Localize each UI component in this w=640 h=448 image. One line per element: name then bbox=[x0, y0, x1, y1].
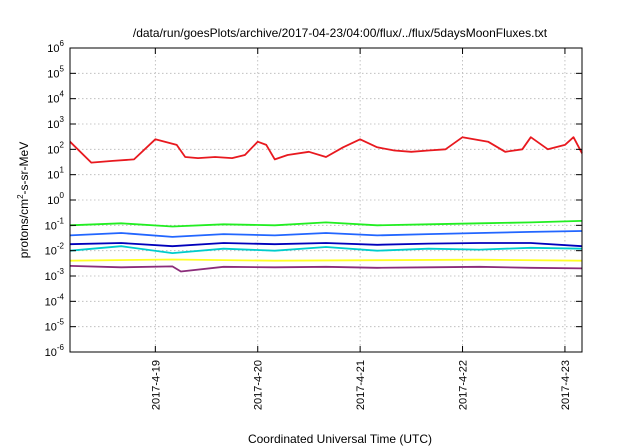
x-tick-label: 2017-4-21 bbox=[355, 360, 367, 410]
x-tick-label: 2017-4-23 bbox=[560, 360, 572, 410]
y-tick-labels: 10-6 10-5 10-4 10-3 10-2 10-1 100 101 102 103 104 1… bbox=[45, 39, 65, 359]
series-layer bbox=[69, 136, 583, 273]
y-tick-label: 10-5 bbox=[45, 318, 65, 334]
y-tick-label: 102 bbox=[47, 140, 64, 156]
chart-title: /data/run/goesPlots/archive/2017-04-23/0… bbox=[133, 26, 548, 40]
series-line bbox=[69, 230, 583, 238]
y-axis-label-rest: -s-sr-MeV bbox=[17, 142, 31, 195]
x-tick-label: 2017-4-19 bbox=[150, 360, 162, 410]
grid-lines bbox=[70, 48, 582, 352]
x-axis-label: Coordinated Universal Time (UTC) bbox=[248, 432, 432, 446]
y-tick-label: 104 bbox=[47, 90, 64, 106]
y-tick-label: 10-3 bbox=[45, 267, 65, 283]
y-tick-label: 10-2 bbox=[45, 242, 65, 258]
series-line bbox=[69, 245, 583, 255]
axis-ticks bbox=[70, 47, 582, 353]
series-line bbox=[69, 242, 583, 248]
y-tick-label: 10-4 bbox=[45, 292, 65, 308]
series-line bbox=[69, 220, 583, 228]
y-tick-label: 103 bbox=[47, 115, 64, 131]
y-axis-label: protons/cm2-s-sr-MeV bbox=[16, 142, 31, 258]
y-axis-label-sup: 2 bbox=[16, 194, 25, 199]
y-tick-label: 10-6 bbox=[45, 343, 65, 359]
series-line bbox=[69, 136, 583, 164]
x-tick-labels: 2017-4-19 2017-4-20 2017-4-21 2017-4-22 2017… bbox=[150, 360, 572, 410]
x-tick-label: 2017-4-20 bbox=[253, 360, 265, 410]
y-tick-label: 106 bbox=[47, 39, 64, 55]
y-tick-label: 105 bbox=[47, 64, 64, 80]
y-tick-label: 100 bbox=[47, 191, 64, 207]
y-tick-label: 10-1 bbox=[45, 216, 65, 232]
y-axis-label-main: protons/cm bbox=[17, 199, 31, 258]
x-tick-label: 2017-4-22 bbox=[458, 360, 470, 410]
series-line bbox=[69, 265, 583, 273]
series-line bbox=[69, 258, 583, 262]
y-tick-label: 101 bbox=[47, 166, 64, 182]
